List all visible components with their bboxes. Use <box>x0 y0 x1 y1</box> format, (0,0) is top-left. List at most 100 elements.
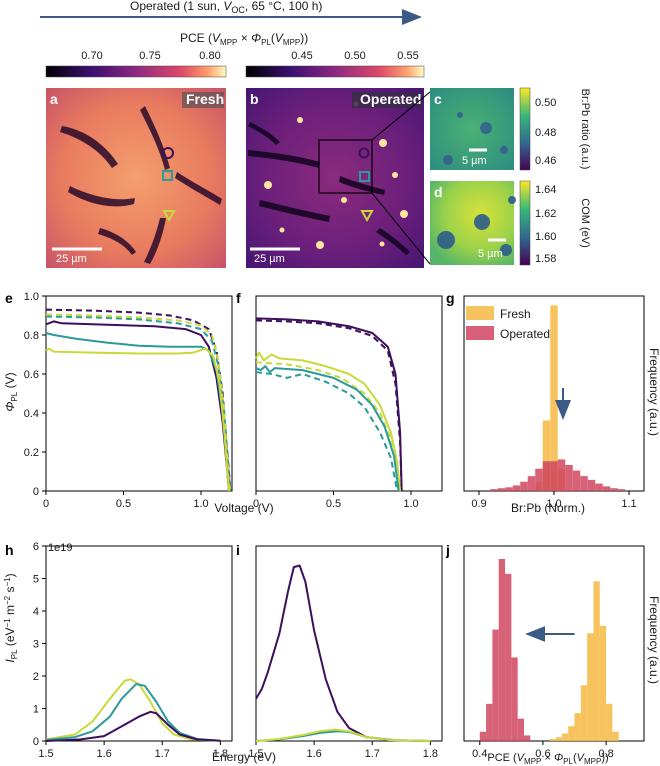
plot-f-frame <box>255 295 443 492</box>
plot-f-series-1 <box>255 319 403 492</box>
cbar-b-tick-2: 0.55 <box>397 50 418 62</box>
f-xlabel: Voltage (V) <box>214 501 273 515</box>
pce-colorbar-title: PCE (VMPP × ΦPL(VMPP)) <box>180 31 308 47</box>
map-a-scale: 25 µm <box>56 253 87 265</box>
map-b-operated: Operated b 25 µm <box>246 88 424 268</box>
plot-j-bar <box>511 657 518 741</box>
plot-f-series-2 <box>255 351 402 492</box>
plot-j-bar <box>524 735 531 741</box>
pce-colorbar-fresh <box>45 65 227 78</box>
plot-h-ytick-label: 1 <box>33 704 39 716</box>
cbar-a-tick-0: 0.70 <box>81 50 102 62</box>
legend-operated: Operated <box>500 327 550 341</box>
plot-g-bar <box>602 486 611 491</box>
circle-marker <box>162 147 174 159</box>
plot-i-xtick-label: 1.6 <box>306 748 321 760</box>
circle-marker <box>358 147 370 159</box>
plots-layer: 0 0.5 1.0 0 0.2 0.4 0.6 0.8 1.0 0 0.5 1.0 0.9 1.0 1.1 1… <box>24 291 645 760</box>
plot-h-ytick-label: 5 <box>33 574 39 586</box>
map-b-tag: Operated <box>360 91 421 107</box>
plot-h-series-0 <box>45 678 221 742</box>
map-c-label: c <box>434 91 442 107</box>
plot-j-bar <box>580 685 588 741</box>
cbar-c-tick-2: 0.46 <box>535 155 556 167</box>
cbar-d-tick-3: 1.58 <box>535 253 556 265</box>
panel-label-e: e <box>5 290 13 306</box>
plot-g-bar <box>542 420 551 491</box>
i-xlabel: Energy (eV) <box>212 750 276 764</box>
zoom-box <box>318 139 373 194</box>
panel-label-f: f <box>236 290 241 306</box>
plot-j-xtick-label: 0.4 <box>472 748 487 760</box>
plot-g-bar <box>610 488 618 491</box>
plot-j-bar <box>479 731 487 741</box>
legend-swatch-fresh <box>466 306 494 320</box>
plot-h-xtick-label: 1.6 <box>96 748 111 760</box>
plot-g-bar <box>595 483 603 491</box>
pce-colorbar-operated <box>245 65 425 78</box>
plot-h-series-2 <box>45 710 221 742</box>
plot-e-xtick-label: 1.0 <box>193 498 208 510</box>
plot-g-bar <box>527 476 536 491</box>
panel-label-j: j <box>445 542 450 558</box>
cbar-c-tick-1: 0.48 <box>535 127 556 139</box>
plot-j-bar <box>568 726 575 741</box>
plot-j-bar <box>593 581 600 741</box>
plot-e-xtick-label: 0 <box>43 498 49 510</box>
j-ylabel: Frequency (a.u.) <box>647 596 660 684</box>
plot-g-bar <box>587 479 596 491</box>
plot-h-ytick-label: 4 <box>33 606 39 618</box>
plot-g-bar <box>565 465 573 491</box>
plot-g-bar <box>535 468 543 491</box>
cbar-d-tick-1: 1.62 <box>535 208 556 220</box>
e-ylabel: ΦPL (V) <box>3 372 19 411</box>
cbar-b-tick-1: 0.50 <box>344 50 365 62</box>
map-a-tag: Fresh <box>186 91 224 107</box>
brpb-colorbar <box>519 87 531 171</box>
plot-g-bar <box>497 488 506 491</box>
plot-j-bar <box>492 629 499 741</box>
g-xlabel: Br:Pb (Norm.) <box>511 501 585 515</box>
plot-i-xtick-label: 1.7 <box>365 748 380 760</box>
map-c-brpb: c 5 µm <box>430 88 514 170</box>
map-b-label: b <box>250 91 259 107</box>
plot-g-xtick-label: 0.9 <box>471 498 486 510</box>
g-ylabel: Frequency (a.u.) <box>647 348 660 436</box>
plot-i-xtick-label: 1.8 <box>423 748 438 760</box>
plot-j-bar <box>561 733 569 741</box>
plot-j-bar <box>549 739 556 741</box>
plot-g-bar <box>490 489 498 491</box>
plot-i-series-2 <box>255 728 431 742</box>
cbar-d-tick-0: 1.64 <box>535 184 556 196</box>
cbar-c-title: Br:Pb ratio (a.u.) <box>579 89 591 170</box>
plot-j-xtick-label: 0.6 <box>535 748 550 760</box>
plot-e-series-4 <box>45 347 230 492</box>
plot-h-ytick-label: 6 <box>33 541 39 553</box>
plot-e-ytick-label: 0.4 <box>24 408 39 420</box>
plot-f-xtick-label: 0.5 <box>326 498 341 510</box>
j-xlabel: PCE (VMPP × ΦPL(VMPP)) <box>487 752 608 766</box>
plot-i-xtick-label: 1.5 <box>248 748 263 760</box>
h-exponent: 1e19 <box>48 542 72 554</box>
plot-g-bar <box>617 489 626 491</box>
plot-g-bar <box>512 485 521 491</box>
plot-g-bar <box>520 481 528 491</box>
square-marker <box>359 171 370 182</box>
legend-fresh: Fresh <box>500 307 531 321</box>
plot-j-bar <box>599 625 607 741</box>
map-a-label: a <box>50 91 58 107</box>
g-legend: Fresh Operated <box>466 306 550 341</box>
plot-h-series-1 <box>45 683 221 742</box>
plot-g-bar <box>557 459 566 491</box>
plot-h-ytick-label: 3 <box>33 639 39 651</box>
plot-e-ytick-label: 0.6 <box>24 369 39 381</box>
plot-e-ytick-label: 0 <box>33 486 39 498</box>
plot-g-bar <box>550 461 558 491</box>
plot-h-frame <box>45 545 233 742</box>
map-d-scale: 5 µm <box>478 248 503 260</box>
plot-j-bar <box>517 718 524 741</box>
plot-f-xtick-label: 1.0 <box>403 498 418 510</box>
plot-e-frame <box>45 295 233 492</box>
plot-g-bar <box>542 461 551 491</box>
